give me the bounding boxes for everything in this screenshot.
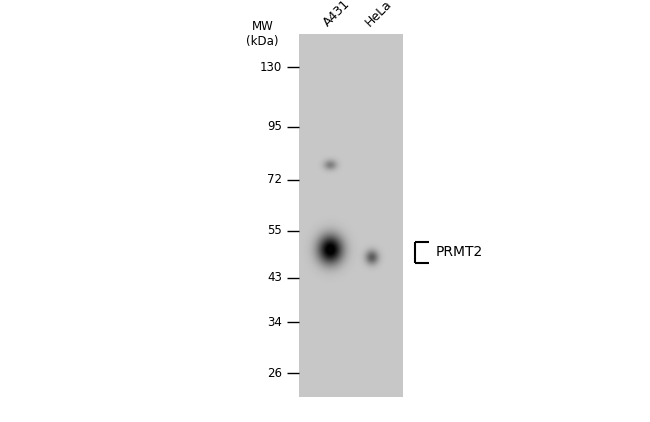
Text: 130: 130: [260, 61, 282, 74]
Text: 95: 95: [267, 120, 282, 133]
Text: 55: 55: [267, 225, 282, 237]
Text: 34: 34: [267, 316, 282, 329]
Text: HeLa: HeLa: [363, 0, 395, 30]
Text: MW
(kDa): MW (kDa): [246, 20, 279, 48]
Text: 43: 43: [267, 271, 282, 284]
Text: 72: 72: [267, 173, 282, 186]
Text: 26: 26: [267, 367, 282, 380]
Text: A431: A431: [321, 0, 353, 30]
Text: PRMT2: PRMT2: [436, 245, 483, 259]
